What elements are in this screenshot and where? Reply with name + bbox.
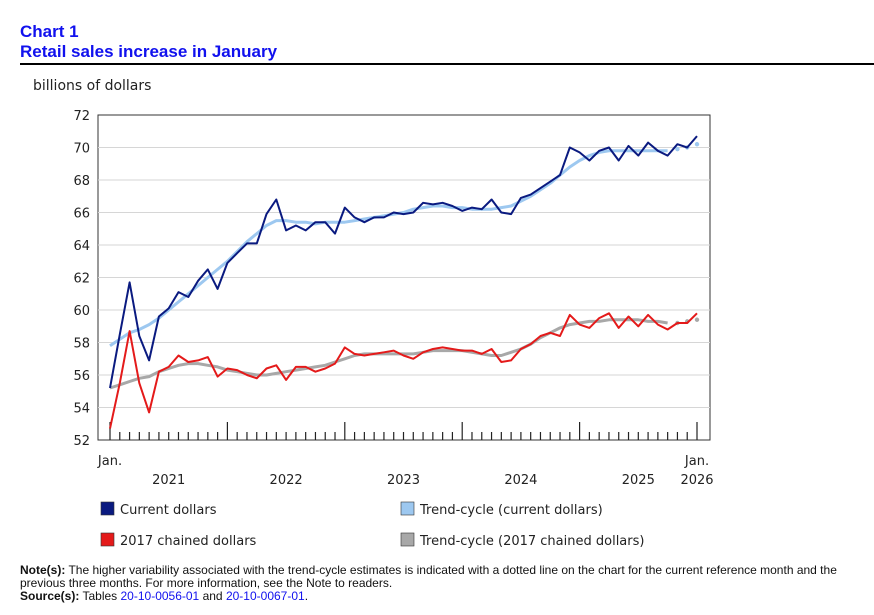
series-line-trend_chained [109, 318, 668, 390]
header-rule [20, 63, 874, 65]
legend-swatch-chained [100, 532, 115, 547]
note-text: The higher variability associated with t… [20, 563, 837, 590]
y-tick-label: 68 [73, 174, 90, 189]
y-tick-label: 66 [73, 207, 90, 222]
legend-swatch-trend-chained [400, 532, 415, 547]
year-label: 2025 [622, 473, 655, 488]
source-prefix: Tables [82, 589, 118, 603]
x-axis [109, 422, 698, 440]
legend-label-current: Current dollars [120, 503, 217, 518]
table-link-1[interactable]: 20-10-0056-01 [120, 589, 200, 603]
x-end-label: Jan. [684, 454, 709, 469]
legend-label-trend-chained: Trend-cycle (2017 chained dollars) [419, 534, 644, 549]
legend-label-trend-current: Trend-cycle (current dollars) [419, 503, 603, 518]
y-tick-label: 54 [73, 402, 90, 417]
year-label: 2024 [504, 473, 537, 488]
x-start-label: Jan. [97, 454, 122, 469]
y-tick-label: 60 [73, 304, 90, 319]
chart-header: Chart 1 Retail sales increase in January [20, 22, 277, 62]
series-point-trend_chained [694, 317, 700, 322]
series-lines [109, 135, 700, 429]
chart-number: Chart 1 [20, 22, 79, 41]
source-and: and [202, 589, 223, 603]
y-tick-label: 72 [73, 109, 90, 124]
year-labels: 2021 2022 2023 2024 2025 [152, 473, 655, 488]
chart-notes: Note(s): The higher variability associat… [20, 564, 870, 603]
chart-title: Retail sales increase in January [20, 42, 278, 61]
note-paragraph: Note(s): The higher variability associat… [20, 564, 870, 590]
year-label: 2021 [152, 473, 185, 488]
source-paragraph: Source(s): Tables 20-10-0056-01 and 20-1… [20, 590, 870, 603]
y-axis-label: billions of dollars [33, 78, 151, 94]
y-tick-label: 56 [73, 369, 90, 384]
source-end: . [304, 589, 309, 603]
y-tick-label: 58 [73, 337, 90, 352]
legend: Current dollars Trend-cycle (current dol… [100, 501, 644, 549]
y-tick-label: 52 [73, 434, 90, 449]
source-label: Source(s): [20, 589, 80, 603]
series-line-chained [109, 312, 698, 429]
y-tick-label: 70 [73, 142, 90, 157]
legend-swatch-trend-current [400, 501, 415, 516]
y-tick-label: 62 [73, 272, 90, 287]
x-end-year-label: 2026 [680, 473, 713, 488]
series-point-trend_current [675, 146, 680, 152]
y-tick-label: 64 [73, 239, 90, 254]
legend-label-chained: 2017 chained dollars [120, 534, 257, 549]
series-point-trend_current [694, 142, 700, 147]
year-label: 2022 [270, 473, 303, 488]
table-link-2[interactable]: 20-10-0067-01 [225, 589, 305, 603]
year-label: 2023 [387, 473, 420, 488]
note-label: Note(s): [20, 563, 66, 577]
series-line-current [109, 135, 698, 389]
legend-swatch-current [100, 501, 115, 516]
line-chart: billions of dollars 52 54 56 58 60 62 64 66 68 70… [33, 78, 714, 549]
